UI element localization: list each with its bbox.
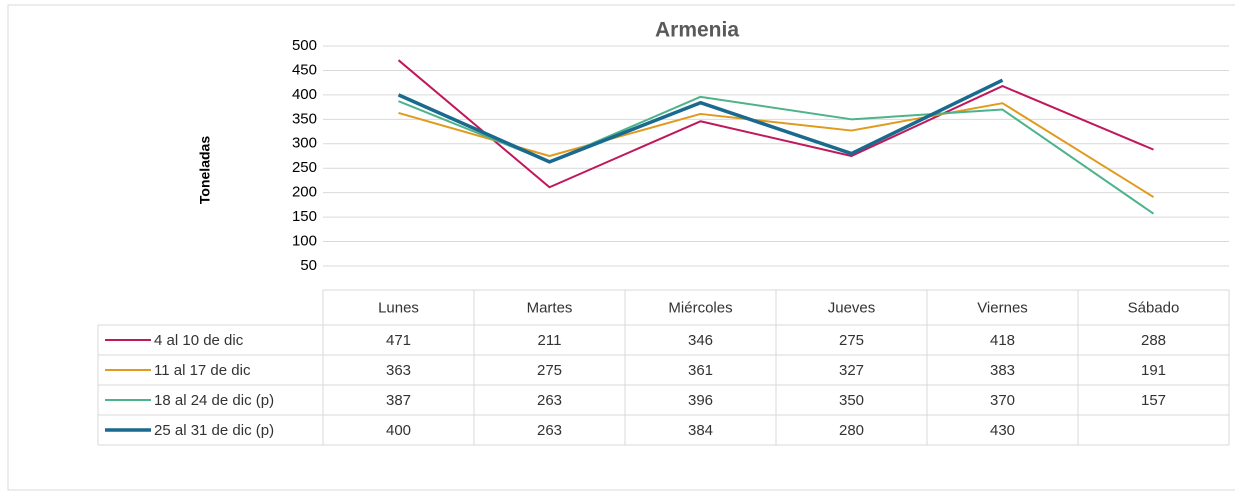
table-value: 383 xyxy=(990,362,1015,379)
table-value: 288 xyxy=(1141,332,1166,349)
series-line xyxy=(397,59,1154,189)
table-value: 263 xyxy=(537,392,562,409)
table-value: 346 xyxy=(688,332,713,349)
table-value: 430 xyxy=(990,422,1015,439)
legend-label: 4 al 10 de dic xyxy=(154,332,244,349)
x-tick-label: Jueves xyxy=(828,299,876,316)
table-value: 370 xyxy=(990,392,1015,409)
y-tick-label: 150 xyxy=(292,208,317,225)
y-tick-label: 100 xyxy=(292,232,317,249)
chart-frame xyxy=(7,4,1235,491)
series-line xyxy=(398,102,1155,198)
y-tick-label: 250 xyxy=(292,159,317,176)
table-value: 280 xyxy=(839,422,864,439)
legend-label: 11 al 17 de dic xyxy=(154,362,251,379)
table-value: 387 xyxy=(386,392,411,409)
y-axis-title: Toneladas xyxy=(197,136,213,204)
table-value: 400 xyxy=(386,422,411,439)
chart-title: Armenia xyxy=(655,19,739,42)
x-tick-label: Viernes xyxy=(977,299,1028,316)
table-value: 327 xyxy=(839,362,864,379)
table-value: 471 xyxy=(386,332,411,349)
table-value: 157 xyxy=(1141,392,1166,409)
y-tick-label: 200 xyxy=(292,184,317,201)
table-value: 384 xyxy=(688,422,713,439)
x-tick-label: Lunes xyxy=(378,299,419,316)
table-value: 275 xyxy=(839,332,864,349)
y-tick-label: 350 xyxy=(292,110,317,127)
y-tick-label: 450 xyxy=(292,61,317,78)
y-tick-label: 400 xyxy=(292,86,317,103)
y-tick-label: 300 xyxy=(292,135,317,152)
table-value: 191 xyxy=(1141,362,1166,379)
table-value: 263 xyxy=(537,422,562,439)
table-value: 363 xyxy=(386,362,411,379)
legend-label: 18 al 24 de dic (p) xyxy=(154,392,274,409)
table-value: 275 xyxy=(537,362,562,379)
y-tick-label: 500 xyxy=(292,37,317,54)
series-line xyxy=(397,78,1004,164)
table-value: 350 xyxy=(839,392,864,409)
table-value: 211 xyxy=(538,332,562,349)
x-tick-label: Martes xyxy=(527,299,573,316)
table-value: 418 xyxy=(990,332,1015,349)
x-tick-label: Miércoles xyxy=(668,299,732,316)
x-tick-label: Sábado xyxy=(1128,299,1180,316)
y-tick-label: 50 xyxy=(300,257,317,274)
table-value: 396 xyxy=(688,392,713,409)
legend-label: 25 al 31 de dic (p) xyxy=(154,422,274,439)
table-value: 361 xyxy=(688,362,713,379)
